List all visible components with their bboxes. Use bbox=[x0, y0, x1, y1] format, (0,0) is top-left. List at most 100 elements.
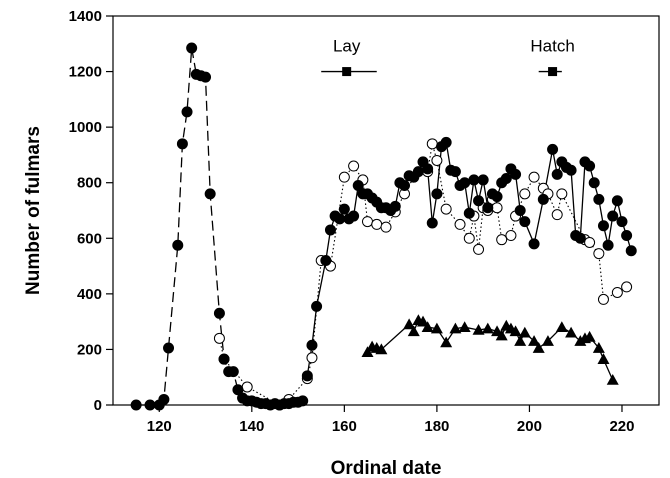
series-1-point bbox=[468, 174, 480, 186]
series-1-point bbox=[593, 193, 605, 205]
x-tick-label: 160 bbox=[332, 418, 357, 435]
series-2-point bbox=[473, 243, 485, 255]
series-1-point bbox=[176, 138, 188, 150]
series-1-point bbox=[426, 217, 438, 229]
series-2-point bbox=[584, 236, 596, 248]
series-3-point bbox=[440, 336, 453, 348]
series-1-point bbox=[459, 177, 471, 189]
series-1-point bbox=[565, 164, 577, 176]
series-1-point bbox=[172, 239, 184, 251]
series-1-point bbox=[607, 210, 619, 222]
series-2-point bbox=[454, 218, 466, 230]
series-1-point bbox=[158, 393, 170, 405]
series-3-point bbox=[583, 330, 596, 342]
y-tick-label: 600 bbox=[77, 230, 102, 247]
series-2-point bbox=[440, 203, 452, 215]
series-3-point bbox=[606, 373, 619, 385]
x-tick-label: 120 bbox=[147, 418, 172, 435]
series-2-point bbox=[551, 209, 563, 221]
y-tick-label: 800 bbox=[77, 175, 102, 192]
series-1-point bbox=[473, 195, 485, 207]
series-1-point bbox=[218, 353, 230, 365]
series-2-point bbox=[306, 352, 318, 364]
series-1-point bbox=[422, 163, 434, 175]
series-1-point bbox=[338, 203, 350, 215]
series-1-point bbox=[602, 239, 614, 251]
series-1-point bbox=[449, 166, 461, 178]
series-3-point bbox=[541, 335, 554, 346]
annotation-marker bbox=[342, 67, 352, 77]
series-3-point bbox=[361, 346, 374, 358]
y-tick-label: 1200 bbox=[69, 64, 102, 81]
series-3-point bbox=[417, 315, 430, 327]
series-3-point bbox=[495, 329, 508, 341]
series-2-point bbox=[556, 188, 568, 200]
series-2-point bbox=[597, 293, 609, 305]
series-3-point bbox=[458, 321, 471, 332]
series-1-point bbox=[348, 210, 360, 222]
series-1-point bbox=[227, 366, 239, 378]
series-1-point bbox=[389, 200, 401, 212]
series-1-point bbox=[551, 168, 563, 180]
series-1-point bbox=[463, 207, 475, 219]
series-3-point bbox=[509, 325, 522, 337]
plot-frame bbox=[112, 15, 660, 406]
series-1-point bbox=[311, 300, 323, 312]
series-1-point bbox=[334, 213, 346, 225]
series-3-point bbox=[407, 325, 420, 337]
series-2-point bbox=[611, 286, 623, 298]
series-1-point bbox=[144, 399, 156, 411]
series-1-point bbox=[200, 71, 212, 83]
series-2-point bbox=[463, 232, 475, 244]
x-tick-label: 220 bbox=[609, 418, 634, 435]
series-2-point bbox=[593, 248, 605, 260]
series-1-point bbox=[204, 188, 216, 200]
series-1-point bbox=[431, 188, 443, 200]
series-1-point bbox=[616, 216, 628, 228]
series-3-point bbox=[592, 342, 605, 353]
series-3-point bbox=[565, 326, 578, 338]
y-axis-title: Number of fulmars bbox=[23, 126, 44, 295]
annotation-marker bbox=[548, 67, 558, 77]
series-2-point bbox=[426, 138, 438, 150]
series-3-point bbox=[528, 335, 541, 346]
series-3-point bbox=[518, 326, 531, 338]
series-3-point bbox=[472, 323, 485, 335]
series-2-point bbox=[380, 221, 392, 233]
series-1-point bbox=[320, 255, 332, 267]
series-3-point bbox=[481, 322, 494, 334]
series-1-point bbox=[597, 220, 609, 232]
series-1-point bbox=[399, 179, 411, 191]
series-1-point bbox=[547, 143, 559, 155]
series-3-point bbox=[597, 353, 610, 364]
x-tick-label: 180 bbox=[424, 418, 449, 435]
series-1-point bbox=[519, 216, 531, 228]
series-1-point bbox=[324, 224, 336, 236]
series-3-point bbox=[375, 343, 388, 355]
y-tick-label: 1000 bbox=[69, 119, 102, 136]
series-2-point bbox=[528, 171, 540, 183]
series-1-point bbox=[477, 174, 489, 186]
y-tick-label: 200 bbox=[77, 341, 102, 358]
series-1-point bbox=[186, 42, 198, 54]
series-2-point bbox=[213, 332, 225, 344]
plot-area: 0 200 400 600 800 1000 1200 1400 120 140 160 180 200… bbox=[69, 8, 660, 435]
series-1-point bbox=[510, 168, 522, 180]
series-2-point bbox=[431, 154, 443, 166]
y-tick-label: 1400 bbox=[69, 8, 102, 25]
series-1-point bbox=[537, 193, 549, 205]
series-2-point bbox=[241, 381, 253, 393]
series-1-point bbox=[440, 136, 452, 148]
series-2-point bbox=[621, 281, 633, 293]
series-1-point bbox=[352, 179, 364, 191]
y-tick-label: 0 bbox=[94, 397, 102, 414]
series-2-point bbox=[491, 202, 503, 214]
series-1-point bbox=[412, 166, 424, 178]
x-axis-title: Ordinal date bbox=[331, 458, 442, 478]
series-3-point bbox=[403, 318, 416, 330]
series-3-point bbox=[449, 322, 462, 334]
series-1-point bbox=[301, 370, 313, 382]
series-1-point bbox=[163, 342, 175, 354]
series-2-point bbox=[496, 234, 508, 246]
